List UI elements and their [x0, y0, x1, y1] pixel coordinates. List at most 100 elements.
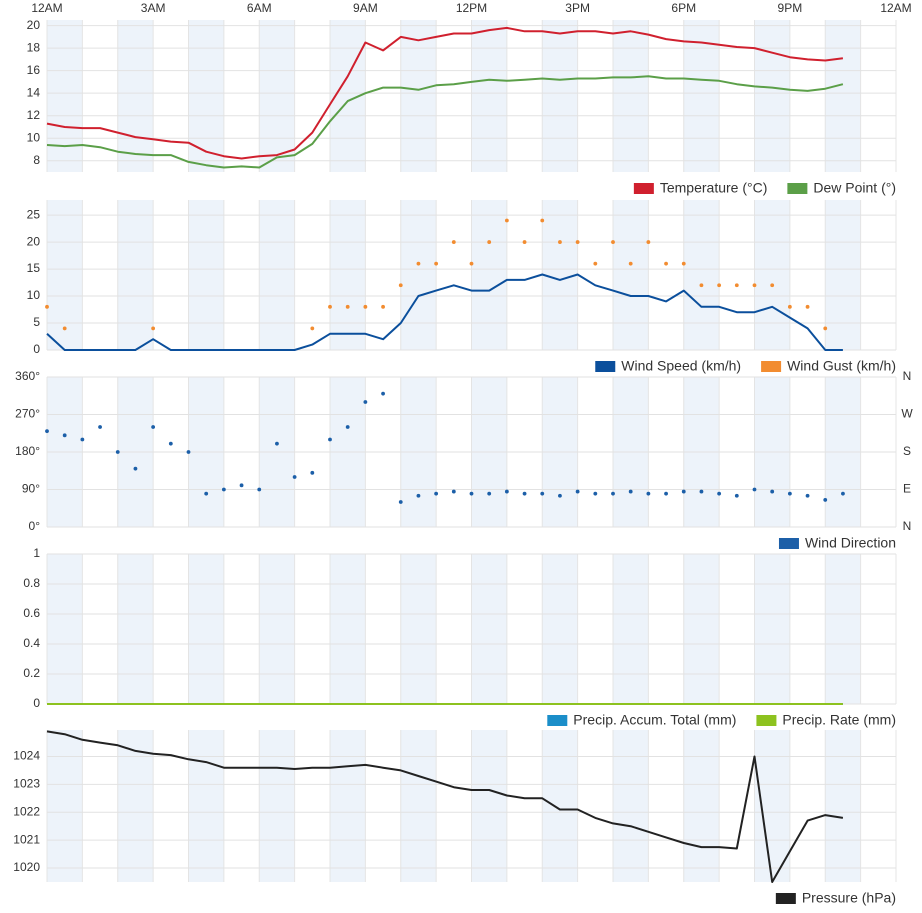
band: [754, 200, 790, 350]
x-tick-label: 9AM: [353, 1, 378, 15]
data-point: [275, 441, 279, 446]
data-point: [823, 498, 828, 502]
band: [471, 730, 507, 882]
legend-swatch: [756, 715, 777, 726]
data-point: [151, 326, 156, 331]
legend-swatch: [775, 893, 796, 904]
legend-label: Wind Speed (km/h): [621, 358, 741, 374]
band: [188, 200, 224, 350]
data-point: [451, 240, 456, 244]
y-tick-label: 0.6: [23, 606, 40, 620]
data-point: [98, 425, 102, 429]
data-line: [46, 26, 844, 160]
data-point: [45, 429, 49, 434]
legend-label: Wind Direction: [805, 535, 896, 551]
band: [613, 20, 649, 172]
y-tick-label: 1020: [13, 860, 40, 874]
y-tick-label: 270°: [15, 407, 40, 421]
data-point: [381, 391, 385, 396]
data-point: [257, 487, 262, 492]
band: [683, 20, 720, 172]
band: [825, 554, 861, 704]
x-tick-label: 6PM: [671, 1, 696, 15]
data-point: [540, 218, 545, 223]
y-tick-label: 18: [27, 40, 41, 54]
y-tick-label: 12: [27, 108, 41, 122]
band: [754, 730, 790, 882]
band: [259, 200, 295, 350]
data-point: [841, 491, 845, 496]
band: [259, 554, 295, 704]
data-point: [787, 304, 792, 309]
data-point: [504, 218, 509, 223]
data-point: [558, 240, 562, 244]
data-point: [62, 433, 67, 438]
data-point: [522, 491, 527, 496]
band: [754, 20, 790, 172]
data-point: [398, 500, 403, 504]
band: [117, 730, 154, 882]
data-line: [46, 730, 844, 883]
data-point: [168, 441, 173, 446]
band: [542, 20, 578, 172]
data-point: [593, 261, 598, 266]
data-point: [558, 493, 562, 498]
data-point: [664, 491, 668, 496]
band: [471, 200, 507, 350]
data-point: [823, 326, 828, 331]
y-tick-label: 1021: [13, 832, 40, 846]
data-point: [239, 483, 244, 488]
data-point: [611, 240, 615, 244]
y2-tick-label: E: [903, 482, 911, 496]
data-point: [681, 489, 686, 494]
data-point: [487, 240, 492, 244]
data-point: [221, 487, 226, 492]
data-point: [717, 283, 722, 288]
y-tick-label: 0: [33, 696, 40, 710]
data-point: [363, 304, 368, 309]
data-point: [770, 283, 775, 288]
legend-label: Dew Point (°): [813, 180, 896, 196]
band: [330, 200, 366, 350]
legend-label: Temperature (°C): [660, 180, 768, 196]
data-point: [487, 491, 492, 496]
band: [825, 200, 861, 350]
band: [47, 200, 83, 350]
data-point: [328, 437, 332, 442]
data-point: [504, 489, 509, 494]
x-tick-label: 3PM: [565, 1, 590, 15]
y-tick-label: 0.8: [23, 576, 40, 590]
band: [188, 20, 224, 172]
legend-label: Precip. Rate (mm): [782, 712, 896, 728]
x-tick-label: 12AM: [880, 1, 911, 15]
band: [400, 20, 437, 172]
y-tick-label: 1023: [13, 777, 40, 791]
band: [47, 20, 83, 172]
y-tick-label: 16: [27, 63, 41, 77]
band: [542, 730, 578, 882]
data-point: [717, 491, 722, 496]
y2-tick-label: N: [903, 519, 912, 533]
legend-label: Wind Gust (km/h): [787, 358, 896, 374]
y-tick-label: 0: [33, 342, 40, 356]
band: [188, 730, 224, 882]
y-tick-label: 20: [27, 18, 41, 32]
data-point: [328, 304, 332, 309]
band: [188, 554, 224, 704]
data-point: [593, 491, 598, 496]
data-point: [292, 475, 297, 479]
band: [117, 554, 154, 704]
legend-swatch: [633, 183, 654, 194]
band: [825, 730, 861, 882]
band: [683, 200, 720, 350]
data-point: [646, 240, 651, 244]
y-tick-label: 0.4: [23, 636, 40, 650]
data-point: [628, 261, 633, 266]
data-point: [310, 470, 315, 475]
data-line: [46, 273, 843, 351]
y-tick-label: 25: [27, 207, 41, 221]
x-tick-label: 3AM: [141, 1, 166, 15]
band: [400, 554, 437, 704]
data-point: [681, 261, 686, 266]
